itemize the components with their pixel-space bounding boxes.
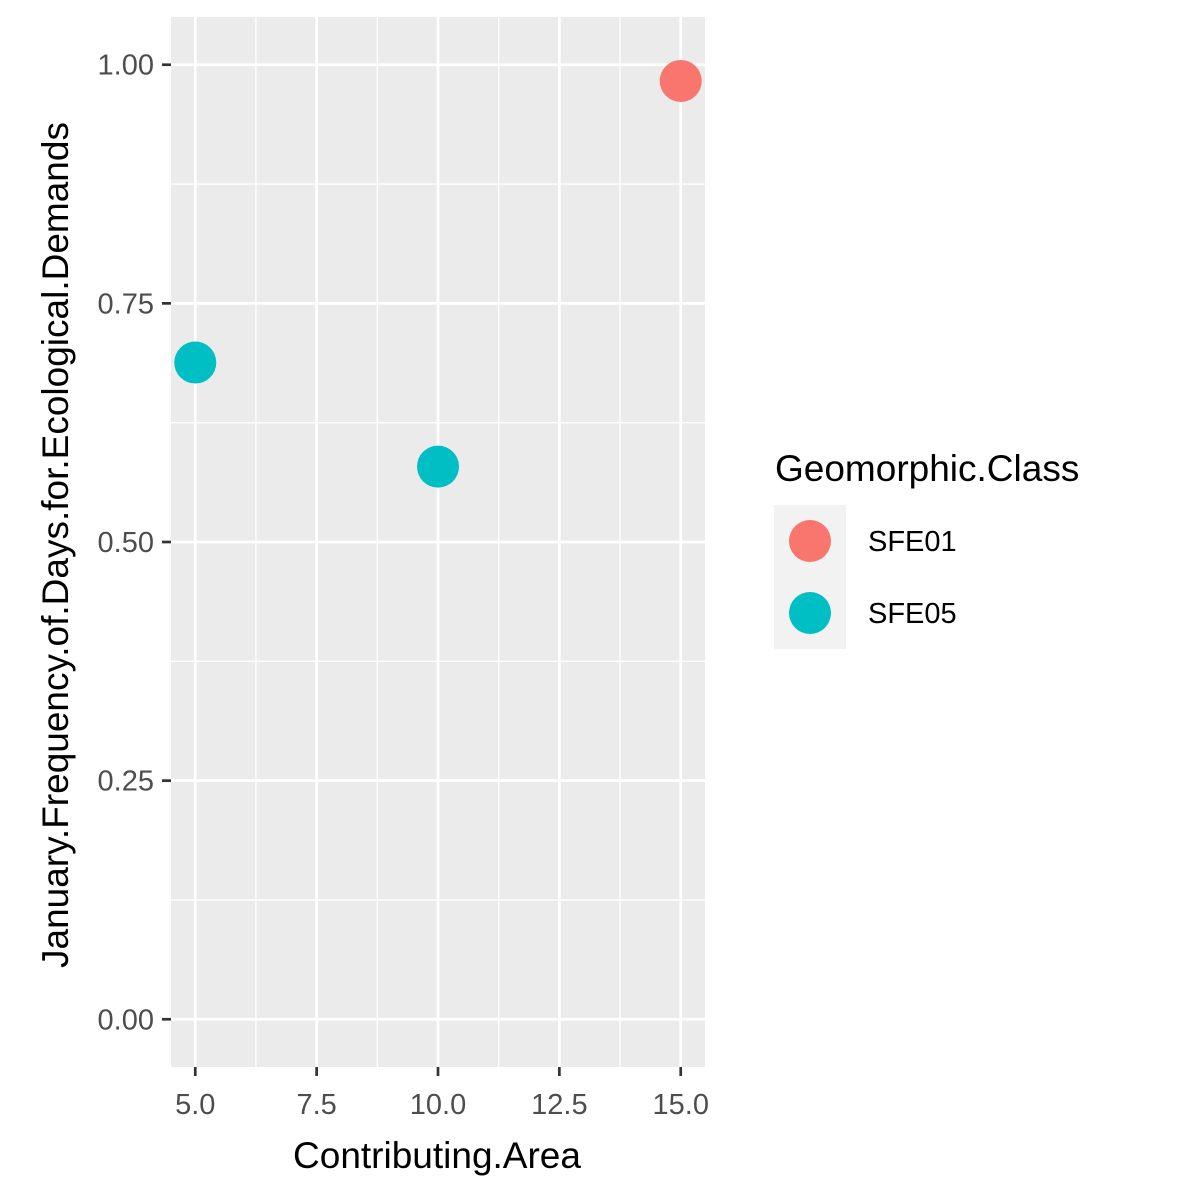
- y-axis-title: January.Frequency.of.Days.for.Ecological…: [35, 122, 76, 968]
- data-point-sfe01: [659, 59, 702, 102]
- legend: Geomorphic.Class SFE01 SFE05: [774, 448, 1079, 649]
- x-tick-label: 15.0: [653, 1089, 709, 1121]
- x-tick-label: 10.0: [410, 1089, 466, 1121]
- x-axis: 5.0 7.5 10.0 12.5 15.0: [175, 1067, 709, 1121]
- data-points: [174, 59, 702, 488]
- data-point-sfe05: [417, 445, 459, 488]
- x-tick-label: 12.5: [531, 1089, 587, 1121]
- legend-key-sfe05: [789, 592, 831, 634]
- legend-key-sfe01: [789, 520, 831, 562]
- y-tick-label: 1.00: [98, 50, 154, 82]
- y-tick-label: 0.50: [98, 527, 154, 559]
- major-gridlines: [171, 17, 705, 1067]
- data-point-sfe05: [174, 341, 217, 384]
- legend-label-sfe05: SFE05: [868, 598, 957, 630]
- y-axis: 0.00 0.25 0.50 0.75 1.00: [98, 50, 171, 1036]
- x-tick-label: 7.5: [296, 1089, 336, 1121]
- legend-label-sfe01: SFE01: [868, 526, 957, 558]
- x-tick-label: 5.0: [175, 1089, 215, 1121]
- y-tick-label: 0.75: [98, 288, 154, 320]
- legend-title: Geomorphic.Class: [775, 448, 1079, 489]
- x-axis-title: Contributing.Area: [293, 1135, 581, 1176]
- y-tick-label: 0.00: [98, 1004, 154, 1036]
- y-tick-label: 0.25: [98, 766, 154, 798]
